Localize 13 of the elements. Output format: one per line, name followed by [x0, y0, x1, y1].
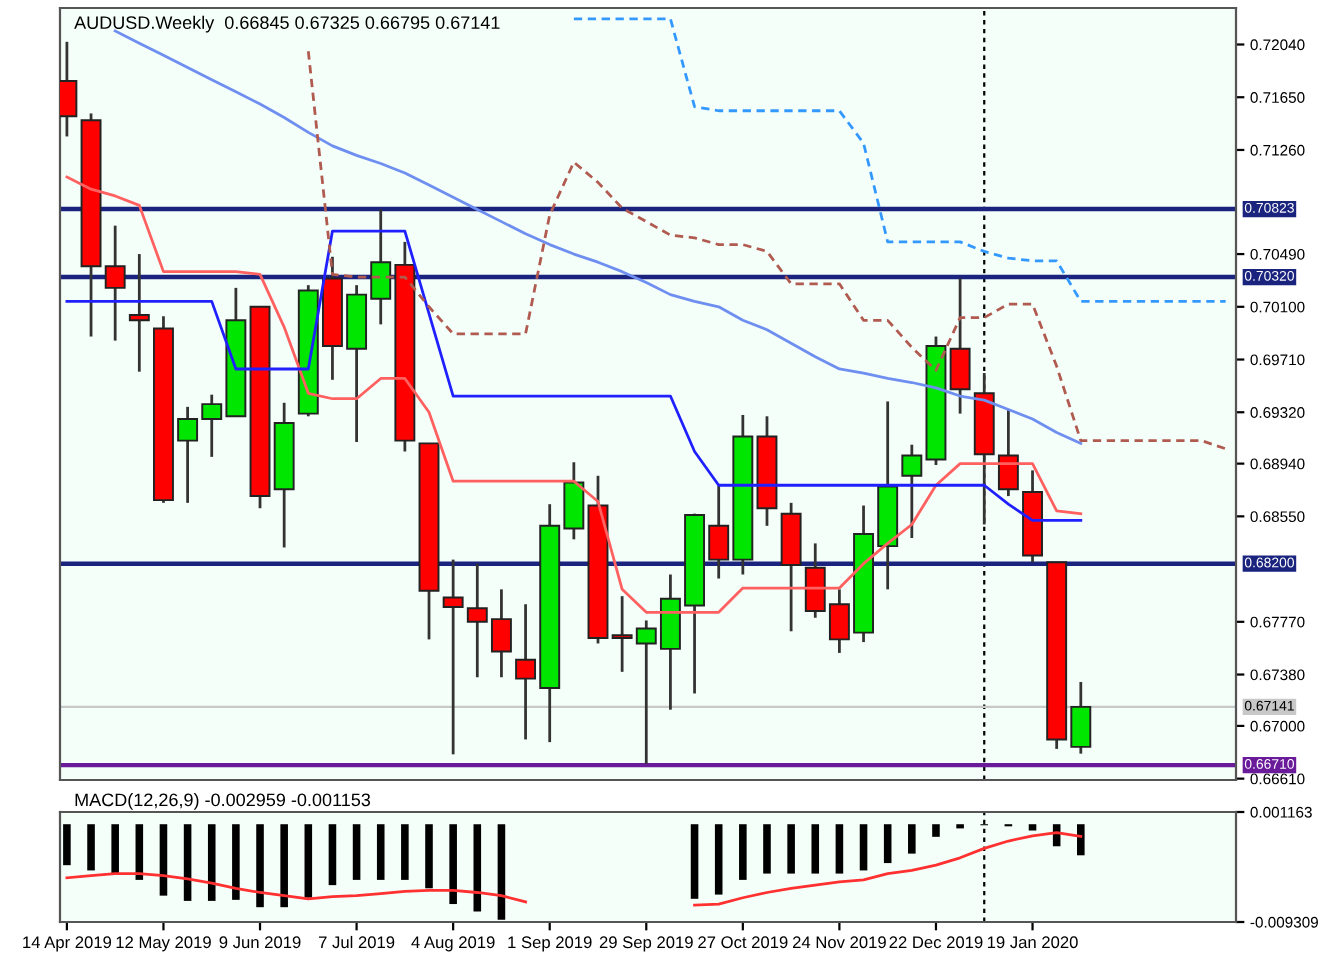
x-tick-label: 4 Aug 2019: [411, 936, 495, 952]
x-tick-label: 14 Apr 2019: [23, 936, 112, 952]
chart-title: MACD(12,26,9) -0.002959 -0.001153: [75, 792, 371, 810]
x-tick-label: 29 Sep 2019: [599, 936, 693, 952]
chart-title: AUDUSD.Weekly 0.66845 0.67325 0.66795 0.67141: [74, 15, 500, 33]
x-tick-label: 1 Sep 2019: [508, 936, 592, 952]
x-tick-label: 7 Jul 2019: [318, 935, 395, 949]
x-tick-label: 19 Jan 2020: [987, 936, 1078, 949]
x-tick-label: 22 Dec 2019: [889, 936, 983, 949]
x-tick-label: 27 Oct 2019: [698, 936, 788, 949]
x-tick-label: 24 Nov 2019: [792, 936, 886, 949]
x-tick-label: 12 May 2019: [116, 936, 211, 952]
x-tick-label: 9 Jun 2019: [219, 936, 301, 949]
